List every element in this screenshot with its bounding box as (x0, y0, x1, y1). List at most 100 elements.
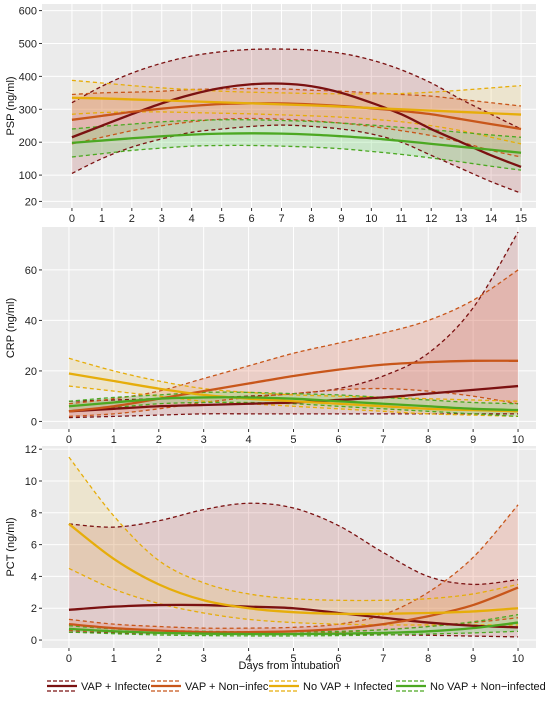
ci-upper-line-2 (68, 269, 519, 405)
x-tick-label: 3 (201, 434, 207, 446)
ci-upper-line-3 (71, 79, 522, 95)
x-tick-label: 2 (156, 434, 162, 446)
legend-label: VAP + Infected (81, 681, 154, 693)
ci-band-2 (68, 504, 519, 635)
ci-band-3 (68, 358, 519, 417)
x-axis-title: Days from intubation (239, 660, 340, 672)
plot-background (42, 227, 536, 429)
x-tick-label: 15 (515, 213, 527, 225)
y-axis-title: CRP (ng/ml) (5, 298, 17, 358)
y-tick-label: 600 (19, 6, 37, 18)
ci-lower-line-1 (71, 124, 522, 194)
y-tick-label: 200 (19, 137, 37, 149)
x-tick-label: 9 (470, 434, 476, 446)
y-tick-label: 10 (25, 476, 37, 488)
x-tick-label: 13 (455, 213, 467, 225)
series-line-1 (71, 82, 522, 168)
x-tick-label: 7 (278, 213, 284, 225)
series-line-4 (68, 621, 519, 636)
y-tick-label: 4 (31, 571, 37, 583)
x-tick-label: 5 (290, 434, 296, 446)
ci-band-1 (68, 232, 519, 418)
legend-item-1: VAP + Infected (46, 679, 154, 693)
ci-band-4 (68, 614, 519, 636)
x-tick-label: 14 (485, 213, 497, 225)
x-tick-label: 1 (111, 653, 117, 665)
x-tick-label: 1 (111, 434, 117, 446)
x-tick-label: 9 (470, 653, 476, 665)
y-tick-label: 400 (19, 71, 37, 83)
y-axis-title: PCT (ng/ml) (5, 517, 17, 576)
ci-upper-line-4 (68, 391, 519, 405)
y-axis-title: PSP (ng/ml) (5, 76, 17, 135)
x-tick-label: 9 (338, 213, 344, 225)
y-tick-label: 40 (25, 315, 37, 327)
legend-label: No VAP + Non−infected (430, 681, 546, 693)
series-line-2 (68, 359, 519, 413)
ci-upper-line-4 (71, 119, 522, 138)
y-tick-label: 500 (19, 38, 37, 50)
x-tick-label: 4 (189, 213, 195, 225)
legend-label: No VAP + Infected (303, 681, 393, 693)
x-tick-label: 10 (512, 434, 524, 446)
ci-upper-line-3 (68, 456, 519, 602)
series-line-3 (68, 523, 519, 616)
x-tick-label: 3 (201, 653, 207, 665)
plot-area (71, 48, 522, 194)
y-tick-label: 100 (19, 170, 37, 182)
x-tick-label: 8 (425, 434, 431, 446)
series-line-1 (68, 603, 519, 629)
series-line-1 (68, 384, 519, 413)
x-tick-label: 6 (335, 653, 341, 665)
x-tick-label: 10 (512, 653, 524, 665)
y-tick-label: 6 (31, 540, 37, 552)
plot-background (42, 446, 536, 648)
x-tick-label: 11 (396, 213, 407, 225)
ci-band-2 (68, 269, 519, 417)
series-line-3 (71, 96, 522, 116)
legend-label: VAP + Non−infected (185, 681, 284, 693)
legend: VAP + Infected VAP + Non−infected No VAP +… (46, 679, 546, 693)
plot-background (42, 4, 536, 208)
ci-lower-line-4 (68, 630, 519, 637)
x-tick-label: 6 (249, 213, 255, 225)
ci-upper-line-1 (71, 48, 522, 130)
y-tick-label: 0 (31, 635, 37, 647)
y-tick-label: 12 (25, 444, 37, 456)
y-tick-label: 8 (31, 508, 37, 520)
x-tick-label: 10 (365, 213, 377, 225)
x-tick-label: 2 (129, 213, 135, 225)
plot-area (68, 456, 519, 638)
ci-upper-line-2 (68, 504, 519, 629)
x-tick-label: 8 (308, 213, 314, 225)
series-line-4 (68, 396, 519, 412)
y-tick-label: 0 (31, 416, 37, 428)
ci-lower-line-2 (71, 117, 522, 158)
ci-lower-line-3 (71, 111, 522, 145)
x-tick-label: 0 (66, 434, 72, 446)
y-tick-label: 300 (19, 104, 37, 116)
x-tick-label: 4 (246, 653, 252, 665)
y-tick-label: 2 (31, 603, 37, 615)
legend-item-4: No VAP + Non−infected (395, 679, 546, 693)
panel-2: 0 20 40 60 0 1 2 3 4 5 6 7 8 9 10 CRP (ng/ml) (5, 227, 536, 446)
ci-lower-line-4 (68, 401, 519, 418)
x-tick-label: 7 (380, 434, 386, 446)
ci-band-1 (68, 503, 519, 637)
series-line-3 (68, 372, 519, 413)
x-tick-label: 12 (425, 213, 437, 225)
x-tick-label: 0 (69, 213, 75, 225)
ci-lower-line-3 (68, 385, 519, 418)
x-tick-label: 3 (159, 213, 165, 225)
ci-lower-line-4 (71, 144, 522, 171)
ci-upper-line-1 (68, 502, 519, 586)
x-tick-label: 0 (66, 653, 72, 665)
x-tick-label: 7 (380, 653, 386, 665)
legend-item-2: VAP + Non−infected (150, 679, 284, 693)
x-tick-label: 4 (246, 434, 252, 446)
x-tick-label: 5 (290, 653, 296, 665)
y-tick-label: 20 (25, 196, 37, 208)
ci-upper-line-3 (68, 357, 519, 402)
